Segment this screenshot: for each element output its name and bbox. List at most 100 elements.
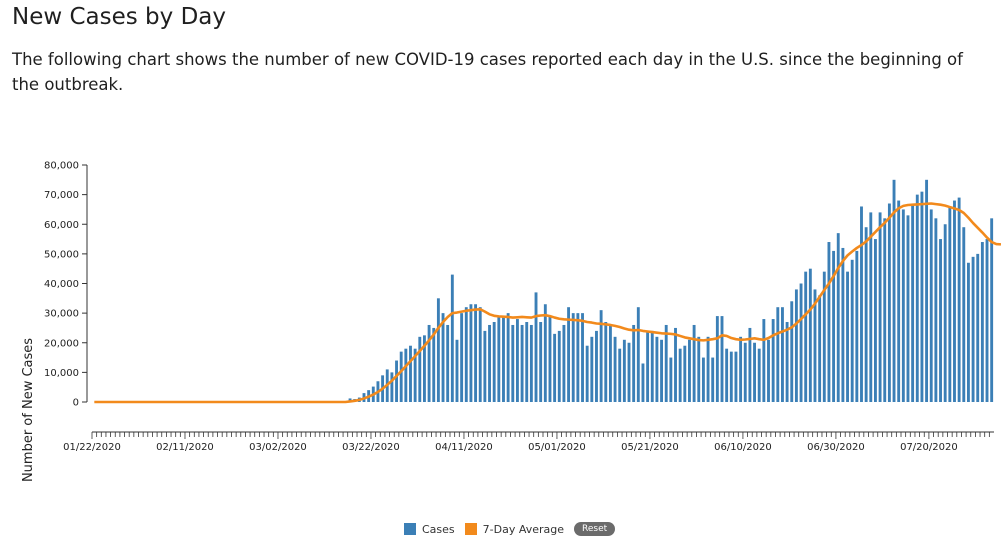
- bar-cases[interactable]: [720, 316, 724, 402]
- bar-cases[interactable]: [636, 307, 640, 402]
- bar-cases[interactable]: [874, 239, 877, 402]
- bar-cases[interactable]: [474, 304, 478, 402]
- bar-cases[interactable]: [497, 316, 501, 402]
- bar-cases[interactable]: [804, 271, 808, 402]
- bar-cases[interactable]: [832, 250, 836, 402]
- bar-cases[interactable]: [957, 197, 961, 402]
- bar-cases[interactable]: [729, 351, 733, 402]
- bar-cases[interactable]: [757, 348, 761, 402]
- bar-cases[interactable]: [762, 319, 766, 402]
- bar-cases[interactable]: [469, 304, 473, 402]
- bar-cases[interactable]: [632, 324, 636, 402]
- bar-cases[interactable]: [678, 348, 682, 402]
- bar-cases[interactable]: [850, 259, 854, 402]
- bar-cases[interactable]: [627, 342, 631, 402]
- bar-cases[interactable]: [697, 336, 701, 402]
- bar-cases[interactable]: [753, 342, 756, 402]
- bar-cases[interactable]: [743, 342, 747, 402]
- bar-cases[interactable]: [432, 327, 436, 402]
- bar-cases[interactable]: [980, 242, 984, 402]
- bar-cases[interactable]: [934, 218, 938, 402]
- bar-cases[interactable]: [883, 218, 887, 402]
- bar-cases[interactable]: [664, 324, 668, 402]
- bar-cases[interactable]: [739, 336, 743, 402]
- bar-cases[interactable]: [590, 336, 594, 402]
- bar-cases[interactable]: [613, 336, 617, 402]
- bar-cases[interactable]: [887, 203, 891, 402]
- bar-cases[interactable]: [818, 295, 822, 402]
- bar-cases[interactable]: [985, 239, 989, 402]
- bar-cases[interactable]: [860, 206, 863, 402]
- bar-cases[interactable]: [553, 333, 557, 402]
- bar-cases[interactable]: [655, 336, 659, 402]
- bar-cases[interactable]: [794, 289, 798, 402]
- bar-cases[interactable]: [869, 212, 873, 402]
- bar-cases[interactable]: [939, 239, 942, 402]
- bar-cases[interactable]: [539, 322, 543, 402]
- bar-cases[interactable]: [576, 313, 580, 403]
- bar-cases[interactable]: [557, 330, 561, 402]
- bar-cases[interactable]: [404, 348, 408, 402]
- bar-cases[interactable]: [771, 319, 775, 402]
- bar-cases[interactable]: [585, 345, 589, 402]
- bar-cases[interactable]: [906, 215, 910, 402]
- bar-cases[interactable]: [455, 339, 459, 402]
- bar-cases[interactable]: [395, 360, 398, 402]
- bar-cases[interactable]: [962, 227, 966, 402]
- bar-cases[interactable]: [390, 372, 394, 403]
- bar-cases[interactable]: [925, 179, 929, 402]
- bar-cases[interactable]: [548, 316, 552, 402]
- bar-cases[interactable]: [567, 307, 571, 402]
- bar-cases[interactable]: [799, 283, 803, 403]
- bar-cases[interactable]: [706, 336, 710, 402]
- legend-item-7-day-average[interactable]: 7-Day Average: [464, 523, 564, 536]
- bar-cases[interactable]: [836, 233, 840, 402]
- bar-cases[interactable]: [506, 313, 510, 403]
- bar-cases[interactable]: [813, 289, 817, 402]
- bar-cases[interactable]: [436, 298, 440, 402]
- bar-cases[interactable]: [692, 324, 696, 402]
- bar-cases[interactable]: [525, 322, 529, 402]
- bar-cases[interactable]: [688, 339, 691, 402]
- bar-cases[interactable]: [669, 357, 673, 402]
- bar-cases[interactable]: [971, 256, 975, 402]
- bar-cases[interactable]: [595, 330, 598, 402]
- bar-cases[interactable]: [785, 322, 789, 402]
- bar-cases[interactable]: [966, 262, 970, 402]
- bar-cases[interactable]: [841, 247, 845, 402]
- bar-cases[interactable]: [948, 206, 952, 402]
- bar-cases[interactable]: [646, 330, 650, 402]
- bar-cases[interactable]: [790, 301, 794, 402]
- bar-cases[interactable]: [450, 274, 454, 402]
- bar-cases[interactable]: [943, 224, 947, 402]
- bar-cases[interactable]: [520, 324, 524, 402]
- bar-cases[interactable]: [976, 253, 980, 403]
- reset-button[interactable]: Reset: [574, 522, 616, 536]
- bar-cases[interactable]: [953, 200, 956, 402]
- bar-cases[interactable]: [599, 310, 603, 402]
- bar-cases[interactable]: [515, 319, 519, 402]
- bar-cases[interactable]: [808, 268, 812, 402]
- bar-cases[interactable]: [920, 191, 924, 402]
- bar-cases[interactable]: [822, 271, 826, 402]
- bar-cases[interactable]: [618, 348, 622, 402]
- bar-cases[interactable]: [781, 307, 784, 402]
- bar-cases[interactable]: [892, 179, 896, 402]
- bar-cases[interactable]: [660, 339, 663, 402]
- bar-cases[interactable]: [683, 345, 687, 402]
- bar-cases[interactable]: [701, 357, 705, 402]
- bar-cases[interactable]: [715, 316, 719, 402]
- bar-cases[interactable]: [990, 218, 994, 402]
- bar-cases[interactable]: [622, 339, 626, 402]
- bar-cases[interactable]: [543, 304, 547, 402]
- bar-cases[interactable]: [776, 307, 780, 402]
- bar-cases[interactable]: [827, 242, 831, 402]
- bar-cases[interactable]: [460, 313, 464, 403]
- bar-cases[interactable]: [529, 324, 533, 402]
- bar-cases[interactable]: [478, 307, 482, 402]
- bar-cases[interactable]: [725, 348, 729, 402]
- bar-cases[interactable]: [492, 322, 496, 402]
- bar-cases[interactable]: [423, 335, 426, 402]
- legend-item-cases[interactable]: Cases: [404, 523, 455, 536]
- bar-cases[interactable]: [767, 339, 770, 402]
